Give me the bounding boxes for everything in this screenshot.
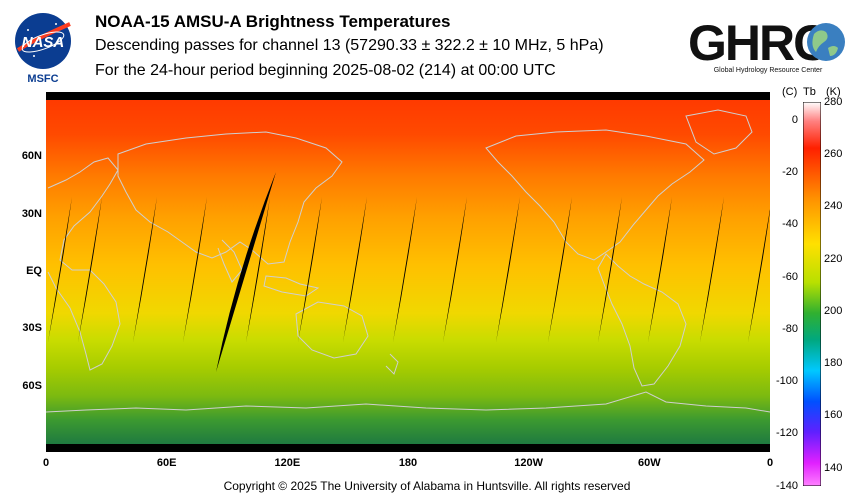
ghrc-logo-text: GHRC (688, 15, 828, 71)
colorbar-kelvin-tick: 280 (824, 96, 843, 108)
swath-gap (298, 197, 322, 342)
swath-gap (246, 197, 270, 342)
latitude-label: 60N (21, 150, 42, 163)
latitude-label: 30N (21, 207, 42, 220)
page-subtitle: Descending passes for channel 13 (57290.… (95, 37, 604, 54)
colorbar-celsius-tick: -80 (782, 322, 798, 335)
colorbar-celsius-tick: -100 (775, 375, 798, 388)
swath-gap (393, 197, 417, 342)
swath-gap (133, 197, 157, 342)
longitude-label: 0 (42, 457, 50, 469)
swath-gap (748, 197, 772, 342)
swath-gap-large (216, 172, 276, 372)
swath-gap (598, 197, 622, 342)
map-canvas (45, 92, 772, 452)
longitude-label: 120W (514, 457, 544, 469)
colorbar-celsius-tick: -40 (782, 218, 798, 231)
colorbar-celsius-tick: -140 (775, 479, 798, 492)
longitude-label: 180 (398, 457, 418, 469)
colorbar-unit-kelvin: (K) (826, 86, 841, 98)
longitude-label: 0 (766, 457, 774, 469)
brightness-temperature-map (45, 92, 772, 452)
colorbar-kelvin-tick: 220 (824, 252, 843, 265)
colorbar-kelvin-tick: 140 (824, 461, 843, 474)
coastlines (45, 109, 771, 413)
ghrc-logo: GHRC Global Hydrology Resource Center (686, 8, 850, 78)
colorbar-kelvin-tick: 240 (824, 200, 843, 213)
colorbar-celsius-tick: -60 (782, 270, 798, 283)
ghrc-subtitle-text: Global Hydrology Resource Center (714, 67, 823, 74)
swath-gap (78, 197, 102, 342)
colorbar-celsius-tick: -20 (782, 166, 798, 179)
latitude-label: EQ (26, 265, 42, 277)
colorbar-kelvin-tick: 160 (824, 409, 843, 422)
swath-gap (183, 197, 207, 342)
colorbar-unit-celsius: (C) (782, 86, 798, 98)
nasa-logo-text: NASA (22, 34, 65, 51)
msfc-text: MSFC (27, 73, 58, 85)
longitude-label: 60E (156, 457, 177, 469)
colorbar-celsius-tick: -120 (775, 427, 798, 440)
temperature-field (46, 100, 770, 444)
copyright-notice: Copyright © 2025 The University of Alaba… (223, 479, 631, 493)
page-title: NOAA-15 AMSU-A Brightness Temperatures (95, 12, 451, 31)
nasa-logo: NASA MSFC (12, 10, 74, 86)
colorbar-kelvin-tick: 200 (824, 304, 843, 317)
temperature-colorbar (802, 101, 822, 487)
colorbar-unit-tb: Tb (803, 86, 816, 98)
swath-gap (496, 197, 520, 342)
swath-gap (700, 197, 724, 342)
longitude-label: 120E (274, 457, 301, 469)
colorbar-celsius-tick: 0 (791, 113, 798, 126)
swath-gap (48, 197, 72, 342)
swath-gap (548, 197, 572, 342)
latitude-label: 60S (22, 379, 42, 392)
period-line: For the 24-hour period beginning 2025-08… (95, 62, 556, 79)
swath-gap (648, 197, 672, 342)
swath-gap (443, 197, 467, 342)
longitude-label: 60W (638, 457, 661, 469)
colorbar-kelvin-tick: 180 (824, 357, 843, 370)
swath-gap (343, 197, 367, 342)
colorbar-kelvin-tick: 260 (824, 148, 843, 161)
latitude-label: 30S (22, 322, 42, 335)
